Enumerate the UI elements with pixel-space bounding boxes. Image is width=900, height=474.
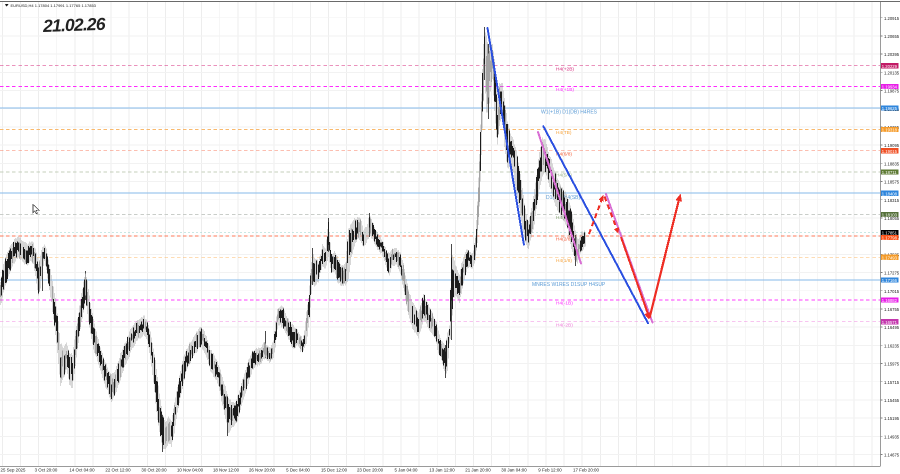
svg-text:H4(-1B): H4(-1B) xyxy=(556,301,573,307)
svg-text:18 Nov 12:00: 18 Nov 12:00 xyxy=(213,467,240,472)
svg-text:9 Feb 12:00: 9 Feb 12:00 xyxy=(538,467,562,472)
svg-text:1.15195: 1.15195 xyxy=(884,416,900,421)
svg-text:1.16755: 1.16755 xyxy=(884,307,900,312)
svg-text:1.20135: 1.20135 xyxy=(884,70,900,75)
svg-text:1.18055: 1.18055 xyxy=(884,216,900,221)
svg-text:1.20395: 1.20395 xyxy=(884,52,900,57)
svg-text:13 Jan 12:00: 13 Jan 12:00 xyxy=(429,467,455,472)
svg-text:10 Nov 04:00: 10 Nov 04:00 xyxy=(177,467,204,472)
svg-text:1.16235: 1.16235 xyxy=(884,343,900,348)
svg-text:H4(1/8): H4(1/8) xyxy=(556,258,572,264)
svg-text:30 Jan 04:00: 30 Jan 04:00 xyxy=(501,467,527,472)
svg-text:30 Oct 20:00: 30 Oct 20:00 xyxy=(141,467,167,472)
svg-text:1.17015: 1.17015 xyxy=(884,289,900,294)
svg-text:H4(TB): H4(TB) xyxy=(556,130,572,136)
svg-text:H4(2/8): H4(2/8) xyxy=(556,237,572,243)
svg-text:1.20655: 1.20655 xyxy=(884,34,900,39)
svg-text:22 Oct 12:00: 22 Oct 12:00 xyxy=(105,467,131,472)
svg-text:H4(+1B): H4(+1B) xyxy=(556,87,574,93)
svg-text:1.17166: 1.17166 xyxy=(882,278,898,283)
svg-text:1.16882: 1.16882 xyxy=(882,298,898,303)
svg-text:3 Oct 20:00: 3 Oct 20:00 xyxy=(35,467,58,472)
svg-text:1.20229: 1.20229 xyxy=(882,64,898,69)
svg-text:1.19875: 1.19875 xyxy=(884,89,900,94)
svg-text:5 Jan 04:00: 5 Jan 04:00 xyxy=(395,467,419,472)
svg-text:5 Dec 04:00: 5 Dec 04:00 xyxy=(286,467,310,472)
svg-text:H4(6/8): H4(6/8) xyxy=(556,151,572,157)
svg-text:1.18315: 1.18315 xyxy=(884,198,900,203)
svg-text:1.17493: 1.17493 xyxy=(882,255,898,260)
svg-text:15 Dec 12:00: 15 Dec 12:00 xyxy=(321,467,348,472)
svg-text:1.19015: 1.19015 xyxy=(882,149,898,154)
svg-text:1.17851: 1.17851 xyxy=(882,231,898,236)
svg-text:1.14935: 1.14935 xyxy=(884,434,900,439)
svg-text:1.18103: 1.18103 xyxy=(882,213,898,218)
svg-text:EURUSD,H4 1.17804 1.17991 1.17: EURUSD,H4 1.17804 1.17991 1.17765 1.1785… xyxy=(11,3,97,8)
svg-text:1.18835: 1.18835 xyxy=(884,161,900,166)
svg-text:1.19318: 1.19318 xyxy=(882,128,898,133)
svg-text:21 Jan 20:00: 21 Jan 20:00 xyxy=(465,467,491,472)
svg-text:1.16571: 1.16571 xyxy=(882,320,898,325)
svg-text:21.02.26: 21.02.26 xyxy=(42,14,106,36)
svg-text:1.19934: 1.19934 xyxy=(882,85,898,90)
svg-text:26 Nov 20:00: 26 Nov 20:00 xyxy=(249,467,276,472)
svg-text:H4(+2B): H4(+2B) xyxy=(556,66,574,72)
svg-text:14 Oct 04:00: 14 Oct 04:00 xyxy=(69,467,95,472)
svg-text:W1(+1B) D1(DB) H4RES: W1(+1B) D1(DB) H4RES xyxy=(541,110,598,116)
svg-text:1.14675: 1.14675 xyxy=(884,453,900,458)
svg-text:MNRES W1RES D1SUP H4SUP: MNRES W1RES D1SUP H4SUP xyxy=(532,282,606,288)
svg-text:1.15455: 1.15455 xyxy=(884,398,900,403)
svg-text:1.19625: 1.19625 xyxy=(882,106,898,111)
svg-text:1.18408: 1.18408 xyxy=(882,191,898,196)
svg-text:1.19095: 1.19095 xyxy=(884,143,900,148)
svg-text:1.20915: 1.20915 xyxy=(884,16,900,21)
svg-text:25 Sep 2025: 25 Sep 2025 xyxy=(1,467,26,472)
svg-text:17 Feb 20:00: 17 Feb 20:00 xyxy=(573,467,599,472)
svg-text:1.15975: 1.15975 xyxy=(884,362,900,367)
svg-text:H4(5/8): H4(5/8) xyxy=(556,173,572,179)
svg-text:H4(-2B): H4(-2B) xyxy=(556,322,573,328)
svg-text:1.17275: 1.17275 xyxy=(884,271,900,276)
svg-text:23 Dec 20:00: 23 Dec 20:00 xyxy=(357,467,384,472)
svg-text:1.16495: 1.16495 xyxy=(884,325,900,330)
svg-text:1.17798: 1.17798 xyxy=(882,235,898,240)
svg-text:1.18575: 1.18575 xyxy=(884,180,900,185)
svg-text:1.18711: 1.18711 xyxy=(882,170,897,175)
svg-text:1.15715: 1.15715 xyxy=(884,380,900,385)
